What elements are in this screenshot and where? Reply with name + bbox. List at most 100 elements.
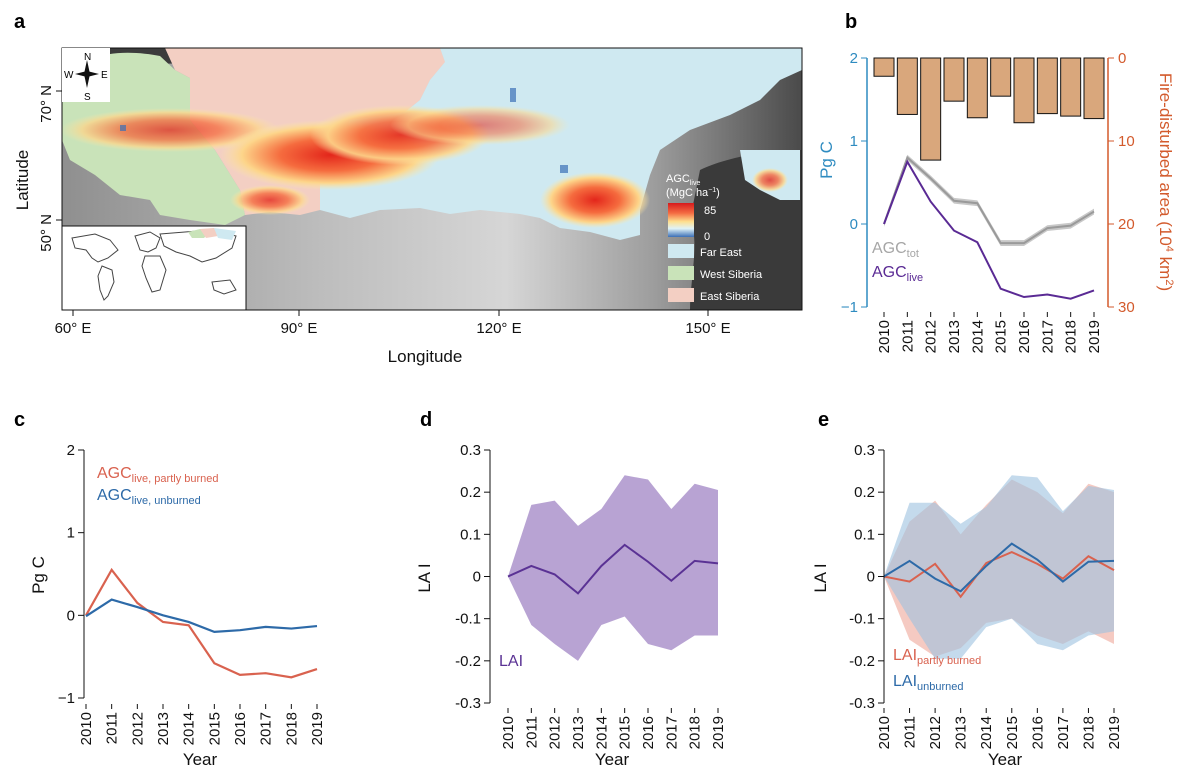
- compass-w: W: [64, 70, 74, 81]
- xtick-label: 2017: [1055, 716, 1072, 749]
- legend-lai-partly-burned: LAIpartly burned: [893, 647, 981, 667]
- xtick-label: 2017: [663, 716, 680, 749]
- panel-b-xticks: 2010 2011 2012 2013 2014 2015 2016 2017 2018 2019: [876, 312, 1103, 353]
- xtick-label: 2014: [593, 716, 610, 749]
- xtick-label: 2010: [876, 320, 893, 353]
- xtick-label: 2019: [1086, 320, 1103, 353]
- panel-b-right-ticks: 0 10 20 30: [1108, 50, 1135, 316]
- y2tick-label: 10: [1118, 133, 1135, 150]
- colorbar-title: AGClive: [666, 173, 700, 187]
- map-xtick-120: 120° E: [476, 320, 521, 337]
- panel-c-chart: 210−1 2010 2011 2012 2013 2014 2015 2016 2017 20…: [29, 442, 326, 769]
- xtick-label: 2014: [969, 320, 986, 353]
- fire-area-bar: [990, 57, 1012, 97]
- map-xtick-60: 60° E: [55, 320, 92, 337]
- ytick-label: 1: [67, 525, 75, 542]
- biomass-north-east: [390, 105, 570, 145]
- ytick-label: -0.3: [455, 695, 481, 712]
- xtick-label: 2011: [523, 716, 540, 748]
- xtick-label: 2018: [283, 712, 300, 745]
- biomass-south: [230, 185, 310, 215]
- xtick-label: 2014: [181, 712, 198, 745]
- xtick-label: 2011: [902, 716, 919, 748]
- legend-swatch-east-siberia: [668, 288, 694, 302]
- xtick-label: 2010: [500, 716, 517, 749]
- ytick-label: 0.1: [460, 526, 481, 543]
- biomass-west: [62, 108, 280, 152]
- xtick-label: 2015: [206, 712, 223, 745]
- legend-agc-tot: AGCtot: [872, 240, 919, 260]
- map-xtick-90: 90° E: [281, 320, 318, 337]
- agc-live-line: [883, 159, 1095, 300]
- fire-area-bar: [1013, 57, 1035, 124]
- map-xlabel: Longitude: [388, 347, 463, 366]
- panel-d-ylabel: LA I: [415, 563, 434, 592]
- colorbar-max: 85: [704, 205, 716, 217]
- xtick-label: 2013: [155, 712, 172, 745]
- ytick-label: 0: [850, 216, 858, 233]
- map-ylabel: Latitude: [13, 150, 32, 211]
- panel-b-left-ticks: 2 1 0 −1: [841, 50, 867, 316]
- agc-unburned-line: [85, 598, 318, 633]
- panel-e-xlabel: Year: [988, 750, 1023, 769]
- panel-c-xticks: 2010 2011 2012 2013 2014 2015 2016 2017 2018 2019: [78, 704, 326, 745]
- panel-e-chart: 0.30.20.10-0.1-0.2-0.3 2010 2011 2012 2013 2…: [811, 442, 1123, 769]
- colorbar-gradient: [668, 203, 694, 237]
- agc-tot-line: [883, 155, 1095, 245]
- ytick-label: -0.1: [455, 611, 481, 628]
- panel-e-lines: [883, 542, 1115, 599]
- region-far-east: [320, 48, 802, 240]
- panel-c-lines: [85, 567, 318, 679]
- y2tick-label: 20: [1118, 216, 1135, 233]
- map-ytick-70: 70° N: [38, 85, 55, 123]
- fire-area-bar: [1083, 57, 1105, 120]
- xtick-label: 2015: [1004, 716, 1021, 749]
- legend-agc-live: AGClive: [872, 264, 923, 284]
- biomass-kamchatka: [752, 168, 788, 192]
- map-xtick-150: 150° E: [685, 320, 730, 337]
- xtick-label: 2019: [710, 716, 727, 749]
- xtick-label: 2010: [876, 716, 893, 749]
- lai-partly-burned-line: [883, 550, 1115, 599]
- xtick-label: 2012: [923, 320, 940, 353]
- panel-c-xlabel: Year: [183, 750, 218, 769]
- inset-east-siberia: [200, 228, 218, 238]
- xtick-label: 2018: [1063, 320, 1080, 353]
- panel-label-a: a: [14, 11, 26, 33]
- panel-e-xticks: 2010 2011 2012 2013 2014 2015 2016 2017 2018 2019: [876, 708, 1123, 749]
- panel-d-lines: [507, 543, 719, 595]
- xtick-label: 2018: [1080, 716, 1097, 749]
- xtick-label: 2016: [232, 712, 249, 745]
- xtick-label: 2016: [1016, 320, 1033, 353]
- xtick-label: 2013: [953, 716, 970, 749]
- xtick-label: 2011: [899, 320, 916, 352]
- xtick-label: 2017: [258, 712, 275, 745]
- legend-swatch-west-siberia: [668, 266, 694, 280]
- legend-east-siberia: East Siberia: [700, 291, 760, 303]
- legend-swatch-far-east: [668, 244, 694, 258]
- xtick-label: 2010: [78, 712, 95, 745]
- lai-unburned-area: [884, 475, 1114, 659]
- fire-area-bar: [1060, 57, 1082, 117]
- xtick-label: 2011: [104, 712, 121, 744]
- panel-label-d: d: [420, 409, 432, 431]
- fire-area-bar: [943, 57, 965, 102]
- panel-d-chart: 0.30.20.10-0.1-0.2-0.3 2010 2011 2012 2013 2…: [415, 442, 727, 769]
- ytick-label: −1: [58, 690, 75, 707]
- lai-line: [507, 543, 719, 595]
- panel-b-lines: [883, 154, 1095, 300]
- lai-unburned-line: [883, 542, 1115, 593]
- legend-partly-burned: AGClive, partly burned: [97, 465, 219, 485]
- ytick-label: 0: [867, 569, 875, 586]
- ytick-label: 0.3: [854, 442, 875, 459]
- fire-area-bar: [920, 57, 942, 161]
- biomass-low-cell: [120, 125, 126, 131]
- xtick-label: 2012: [927, 716, 944, 749]
- xtick-label: 2013: [946, 320, 963, 353]
- xtick-label: 2019: [309, 712, 326, 745]
- xtick-label: 2018: [687, 716, 704, 749]
- xtick-label: 2015: [617, 716, 634, 749]
- ytick-label: -0.2: [849, 653, 875, 670]
- panel-d-yticks: 0.3 0.2 0.1 0 -0.1 -0.2 -0.3: [455, 442, 490, 712]
- xtick-label: 2015: [993, 320, 1010, 353]
